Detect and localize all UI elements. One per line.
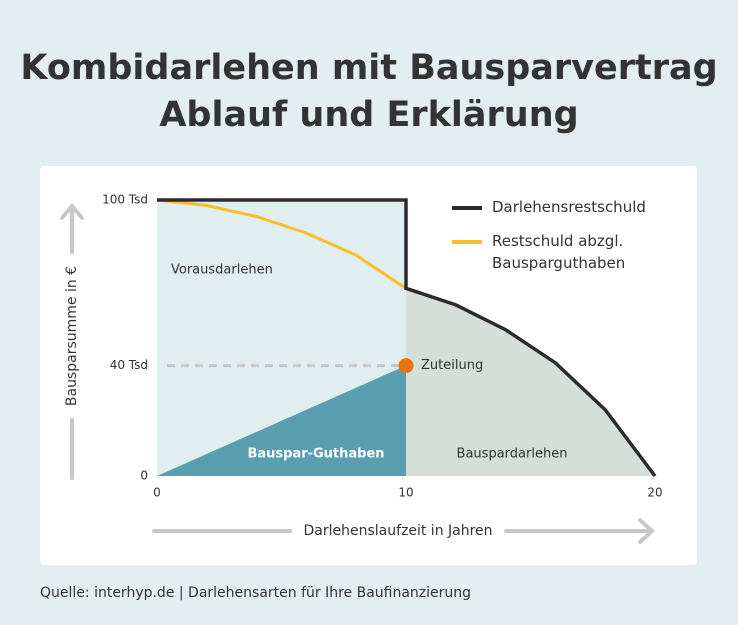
x-arrow <box>152 518 655 544</box>
source: Quelle: interhyp.de | Darlehensarten für… <box>40 585 472 601</box>
area-label: Bauspar-Guthaben <box>247 447 384 462</box>
y-tick-label: 40 Tsd <box>110 358 148 372</box>
legend-swatch <box>452 240 482 244</box>
legend-label: Darlehensrestschuld <box>492 198 646 216</box>
x-tick-label: 10 <box>398 486 413 500</box>
region-label: Bauspardarlehen <box>457 447 568 462</box>
legend-label: Restschuld abzgl. Bausparguthaben <box>492 232 626 272</box>
title: Kombidarlehen mit Bausparvertrag <box>20 48 718 88</box>
area <box>157 365 406 476</box>
legend: Darlehensrestschuld Restschuld abzgl. Bau… <box>452 196 682 286</box>
region-label: Vorausdarlehen <box>171 263 273 278</box>
y-axis-label: Bausparsumme in € <box>64 266 80 406</box>
y-arrow <box>60 202 84 480</box>
region <box>406 288 655 476</box>
legend-item: Restschuld abzgl. Bausparguthaben <box>452 230 682 274</box>
legend-swatch <box>452 206 482 210</box>
annotation-dot <box>398 358 414 374</box>
x-axis-label: Darlehenslaufzeit in Jahren <box>303 523 492 539</box>
subtitle: Ablauf und Erklärung <box>159 95 579 135</box>
y-tick-label: 0 <box>140 469 148 483</box>
x-tick-label: 0 <box>153 486 161 500</box>
series-line <box>157 198 657 478</box>
annotation-label: Zuteilung <box>421 358 483 373</box>
legend-item: Darlehensrestschuld <box>452 196 682 218</box>
series-line <box>156 198 407 290</box>
x-tick-label: 20 <box>647 486 662 500</box>
y-tick-label: 100 Tsd <box>102 193 148 207</box>
